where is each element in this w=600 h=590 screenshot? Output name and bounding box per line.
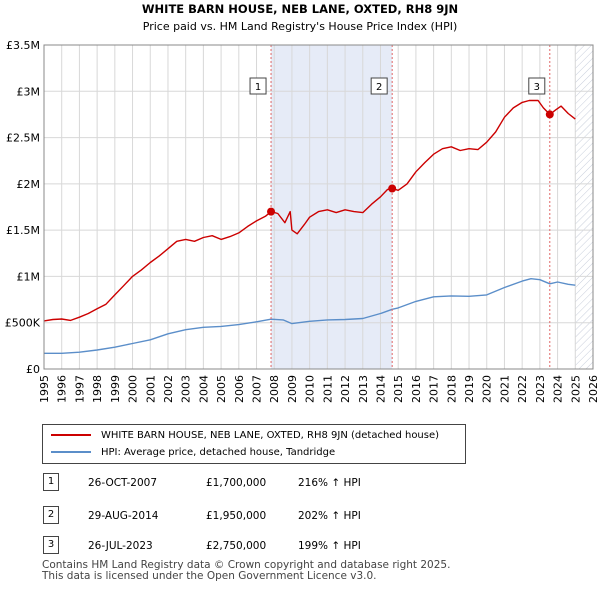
legend: WHITE BARN HOUSE, NEB LANE, OXTED, RH8 9… — [42, 424, 466, 464]
hpi-series-line — [44, 278, 576, 354]
x-tick-label: 2020 — [481, 375, 494, 403]
legend-label-property: WHITE BARN HOUSE, NEB LANE, OXTED, RH8 9… — [101, 430, 440, 441]
transaction-number-badge: 3 — [43, 536, 59, 554]
y-tick-label: £3M — [17, 85, 41, 98]
series-lines — [43, 99, 576, 354]
y-tick-label: £2M — [17, 178, 41, 191]
transaction-price: £1,700,000 — [206, 477, 267, 489]
chart-subtitle: Price paid vs. HM Land Registry's House … — [143, 20, 458, 33]
x-tick-label: 2015 — [392, 375, 405, 403]
x-tick-label: 2010 — [304, 375, 317, 403]
transaction-date: 29-AUG-2014 — [88, 510, 159, 522]
property-series-line — [43, 99, 576, 322]
x-tick-label: 2013 — [357, 375, 370, 403]
y-tick-label: £500K — [5, 317, 41, 330]
y-tick-label: £3.5M — [6, 39, 40, 52]
x-tick-label: 2011 — [321, 375, 334, 403]
x-tick-label: 2003 — [180, 375, 193, 403]
transaction-hpi-change: 216% ↑ HPI — [298, 477, 361, 489]
y-tick-label: £2.5M — [6, 132, 40, 145]
sale-marker-label: 2 — [376, 82, 382, 93]
chart-title: WHITE BARN HOUSE, NEB LANE, OXTED, RH8 9… — [142, 2, 458, 16]
sale-marker-label: 1 — [255, 82, 261, 93]
transaction-number-badge: 2 — [43, 506, 59, 524]
transaction-price: £2,750,000 — [206, 540, 267, 552]
x-tick-label: 2001 — [144, 375, 157, 403]
y-tick-label: £1M — [17, 270, 41, 283]
x-tick-label: 2014 — [374, 375, 387, 403]
transaction-date: 26-JUL-2023 — [88, 540, 153, 552]
sale-marker-label: 3 — [534, 82, 540, 93]
x-tick-label: 1998 — [91, 375, 104, 403]
shaded-ownership-period — [271, 45, 393, 369]
x-tick-label: 2026 — [587, 375, 600, 403]
x-tick-label: 2019 — [463, 375, 476, 403]
x-tick-label: 2006 — [233, 375, 246, 403]
y-tick-label: £1.5M — [6, 224, 40, 237]
x-tick-label: 2018 — [445, 375, 458, 403]
x-tick-label: 1997 — [73, 375, 86, 403]
x-tick-label: 2007 — [251, 375, 264, 403]
x-tick-label: 2021 — [498, 375, 511, 403]
attribution-line-2: This data is licensed under the Open Gov… — [42, 570, 377, 582]
x-tick-label: 2025 — [569, 375, 582, 403]
x-tick-label: 1999 — [109, 375, 122, 403]
plot-area — [44, 45, 593, 369]
x-tick-label: 2023 — [534, 375, 547, 403]
legend-item-hpi: HPI: Average price, detached house, Tand… — [51, 445, 335, 461]
sale-marker-badge — [370, 77, 388, 95]
sale-marker-badge — [528, 77, 546, 95]
transaction-date: 26-OCT-2007 — [88, 477, 157, 489]
sale-price-point — [267, 207, 276, 216]
x-tick-label: 2022 — [516, 375, 529, 403]
x-tick-label: 2016 — [410, 375, 423, 403]
sale-price-point — [388, 184, 397, 193]
transaction-price: £1,950,000 — [206, 510, 267, 522]
x-tick-label: 2024 — [552, 375, 565, 403]
legend-label-hpi: HPI: Average price, detached house, Tand… — [101, 447, 336, 458]
x-tick-label: 2008 — [268, 375, 281, 403]
x-tick-label: 2002 — [162, 375, 175, 403]
x-tick-label: 2012 — [339, 375, 352, 403]
sale-markers: 1 2 3 — [249, 77, 554, 216]
transaction-hpi-change: 202% ↑ HPI — [298, 510, 361, 522]
x-tick-label: 2009 — [286, 375, 299, 403]
attribution-line-1: Contains HM Land Registry data © Crown c… — [42, 559, 451, 571]
legend-swatch-hpi — [51, 451, 91, 453]
sale-price-point — [545, 110, 554, 119]
legend-item-property: WHITE BARN HOUSE, NEB LANE, OXTED, RH8 9… — [51, 428, 439, 444]
x-tick-label: 2000 — [127, 375, 140, 403]
axes: £0 £500K £1M £1.5M £2M £2.5M £3M £3.5M 1995 1996 1… — [5, 39, 600, 403]
x-tick-label: 1995 — [38, 375, 51, 403]
x-tick-label: 2004 — [197, 375, 210, 403]
transaction-hpi-change: 199% ↑ HPI — [298, 540, 361, 552]
forecast-hatch-region — [575, 45, 593, 369]
transaction-number-badge: 1 — [43, 473, 59, 491]
price-chart: WHITE BARN HOUSE, NEB LANE, OXTED, RH8 9… — [5, 2, 600, 403]
y-tick-label: £0 — [26, 363, 40, 376]
plot-border — [43, 44, 594, 370]
x-tick-label: 1996 — [56, 375, 69, 403]
attribution-footer: Contains HM Land Registry data © Crown c… — [42, 560, 450, 582]
sale-date-lines — [270, 45, 551, 369]
sale-marker-badge — [249, 77, 267, 95]
x-tick-label: 2005 — [215, 375, 228, 403]
legend-swatch-property — [51, 434, 91, 436]
x-tick-label: 2017 — [428, 375, 441, 403]
